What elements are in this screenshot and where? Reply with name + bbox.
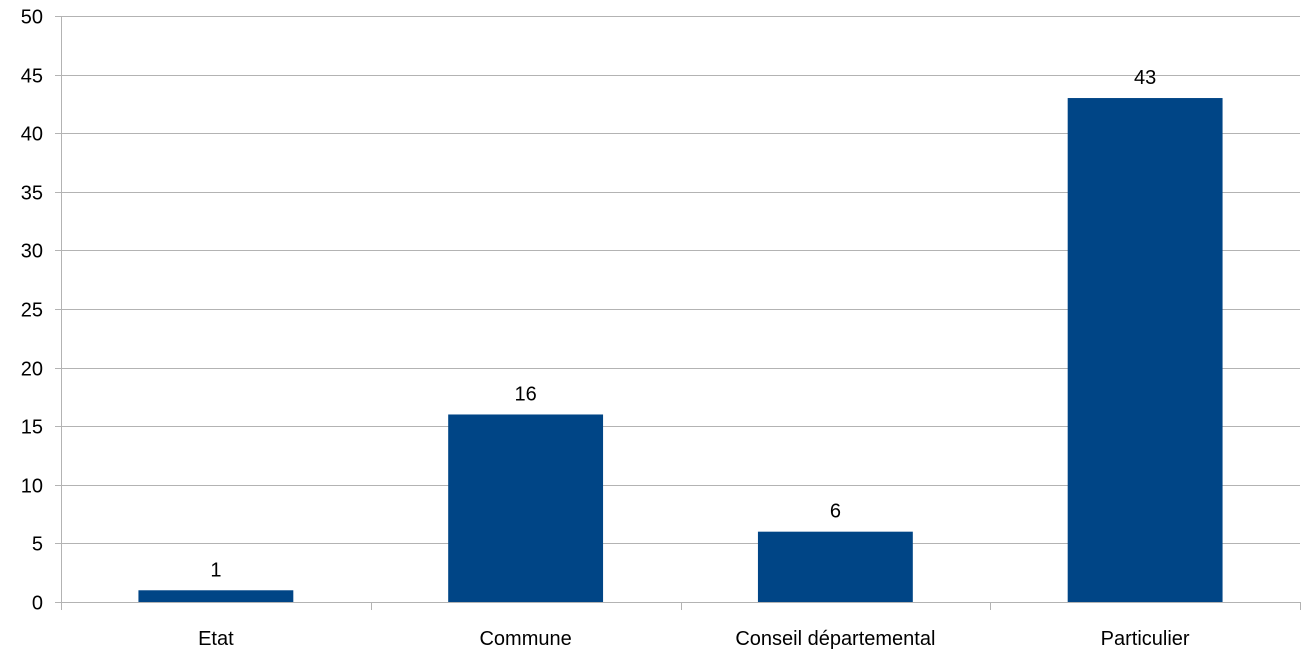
- bar-particulier: [1067, 98, 1223, 602]
- y-tick-label-35: 35: [21, 183, 43, 205]
- y-tick-label-15: 15: [21, 417, 43, 439]
- y-axis: 0 5 10 15 20 25 30 35 40 45 50: [21, 7, 62, 615]
- data-label-particulier: 43: [1134, 67, 1156, 89]
- x-axis: Etat Commune Conseil départemental Particul…: [61, 602, 1301, 650]
- grid-lines: [61, 16, 1300, 544]
- bar-conseil-d-partemental: [757, 531, 913, 602]
- y-tick-label-45: 45: [21, 66, 43, 88]
- bar-commune: [448, 414, 604, 602]
- y-tick-label-0: 0: [32, 593, 43, 615]
- bar-etat: [138, 590, 294, 602]
- y-tick-label-40: 40: [21, 124, 43, 146]
- x-tick-label-commune: Commune: [479, 628, 571, 650]
- x-tick-label-particulier: Particulier: [1101, 628, 1190, 650]
- x-tick-label-conseil-d-partemental: Conseil départemental: [735, 628, 935, 650]
- y-tick-label-25: 25: [21, 300, 43, 322]
- data-labels: 1 16 6 43: [210, 67, 1156, 581]
- bars: [138, 98, 1223, 602]
- data-label-etat: 1: [210, 559, 221, 581]
- y-tick-label-50: 50: [21, 7, 43, 29]
- data-label-commune: 16: [515, 383, 537, 405]
- x-tick-label-etat: Etat: [198, 628, 234, 650]
- y-tick-label-20: 20: [21, 359, 43, 381]
- y-tick-label-5: 5: [32, 534, 43, 556]
- data-label-conseil-d-partemental: 6: [830, 501, 841, 523]
- y-tick-label-10: 10: [21, 476, 43, 498]
- y-tick-label-30: 30: [21, 241, 43, 263]
